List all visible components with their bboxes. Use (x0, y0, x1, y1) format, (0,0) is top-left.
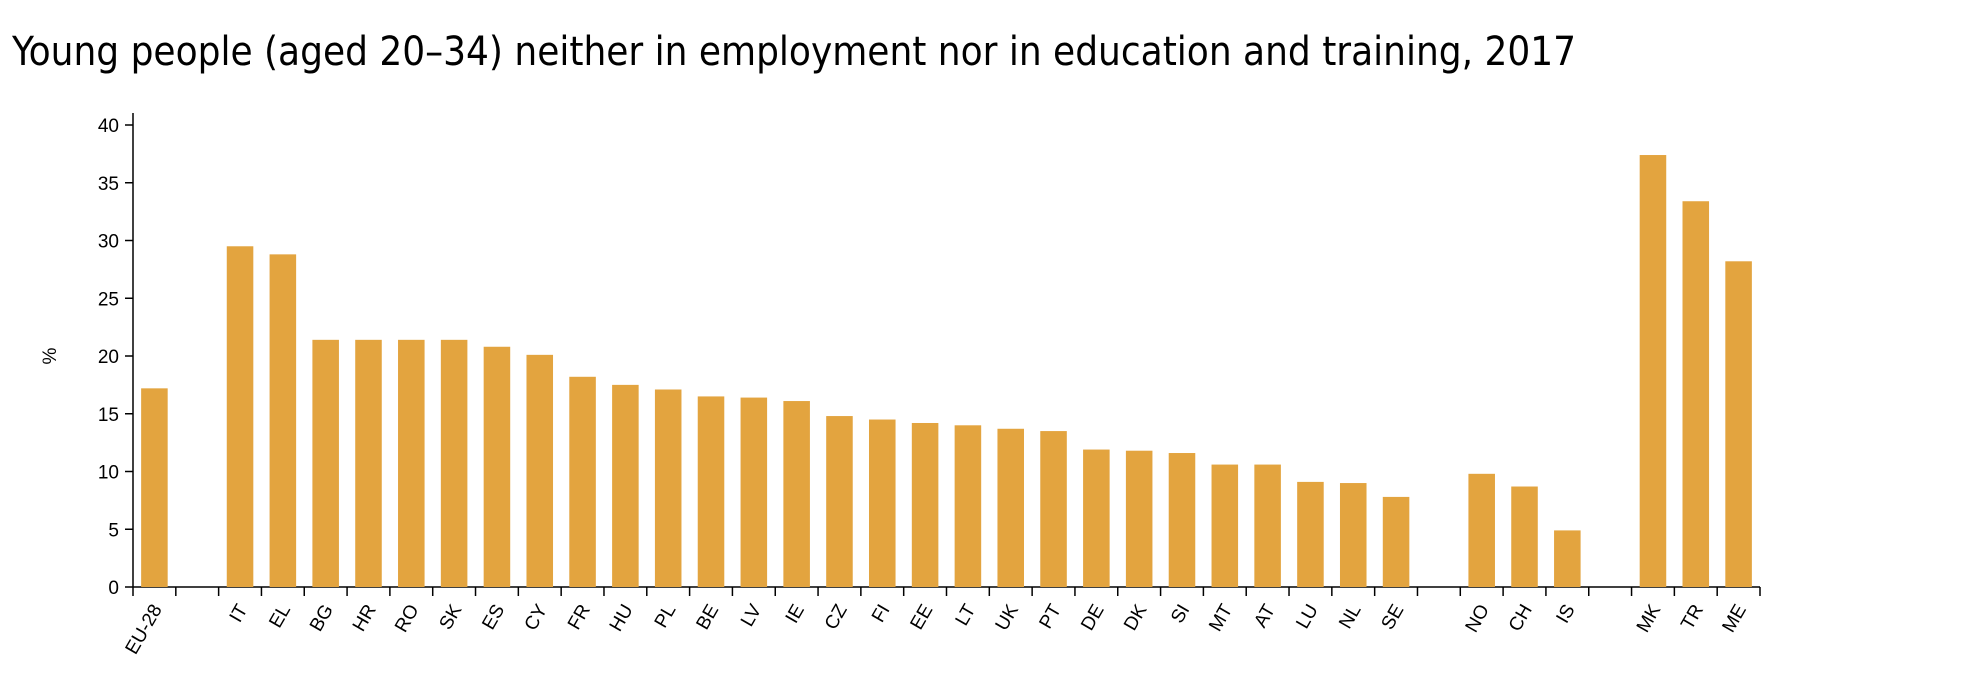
x-tick-label: PL (651, 601, 681, 632)
x-tick-label: HR (349, 601, 381, 635)
x-tick-label: IT (226, 601, 253, 626)
bar (740, 397, 768, 587)
x-tick-label: SE (1378, 601, 1409, 633)
bar (911, 422, 939, 587)
x-tick-label: UK (992, 601, 1024, 635)
x-tick-label: FR (564, 601, 595, 633)
x-tick-label: EU-28 (122, 601, 167, 658)
bar (869, 419, 896, 587)
x-tick-label: CZ (821, 601, 852, 634)
bar (1554, 530, 1581, 587)
bar (483, 346, 511, 587)
bar (440, 339, 468, 587)
bar (1639, 155, 1667, 587)
y-axis-label: % (40, 347, 61, 364)
x-tick-label: TR (1677, 601, 1708, 633)
x-tick-label: MT (1205, 601, 1237, 636)
y-tick-label: 20 (98, 347, 119, 368)
bar (569, 376, 596, 587)
bar (1511, 486, 1538, 587)
bar (997, 428, 1024, 587)
x-tick-label: IS (1552, 601, 1579, 627)
bar (398, 339, 425, 587)
x-tick-label: FI (868, 601, 895, 626)
y-tick-label: 15 (98, 405, 119, 426)
x-tick-label: EL (265, 601, 295, 632)
bar (1382, 496, 1410, 587)
bar (1125, 450, 1153, 587)
chart-title: Young people (aged 20–34) neither in emp… (11, 29, 1576, 75)
bar (1040, 431, 1067, 587)
x-tick-label: NO (1462, 601, 1494, 636)
y-tick-label: 25 (98, 289, 119, 310)
bar (1254, 464, 1281, 587)
bar (269, 254, 297, 588)
bar (1682, 201, 1710, 588)
x-tick-label: SK (436, 601, 467, 634)
bar (1725, 261, 1752, 587)
bar (697, 396, 725, 587)
bar (826, 416, 853, 587)
y-tick-label: 30 (98, 232, 119, 253)
x-tick-label: DK (1120, 601, 1152, 635)
x-tick-label: AT (1250, 601, 1280, 632)
bar (1168, 453, 1196, 587)
bar (783, 401, 810, 587)
bar (1297, 481, 1324, 587)
bar (654, 389, 682, 587)
x-tick-label: NL (1335, 601, 1365, 633)
x-tick-label: PT (1036, 601, 1067, 633)
y-tick-label: 35 (98, 174, 119, 195)
x-tick-label: MK (1633, 601, 1666, 636)
x-tick-label: IE (782, 601, 809, 627)
bar (312, 339, 339, 587)
y-tick-label: 10 (98, 463, 119, 484)
bar (526, 354, 554, 587)
x-tick-label: HU (606, 601, 638, 635)
bar (141, 388, 168, 587)
x-tick-label: BG (306, 601, 338, 635)
x-tick-label: ME (1718, 601, 1750, 636)
bar (612, 384, 639, 587)
bar (954, 425, 982, 587)
bar (355, 339, 382, 587)
x-tick-label: BE (692, 601, 723, 633)
x-tick-label: EE (907, 601, 938, 633)
y-tick-label: 0 (108, 578, 119, 599)
bar (1211, 464, 1239, 587)
x-tick-label: CY (521, 601, 553, 635)
bar (1468, 473, 1495, 587)
x-tick-label: LT (952, 601, 981, 630)
bar (1339, 483, 1367, 587)
x-tick-label: ES (478, 601, 509, 633)
x-tick-label: DE (1077, 601, 1108, 634)
y-tick-label: 40 (98, 116, 119, 137)
y-tick-label: 5 (108, 520, 119, 541)
x-tick-label: LU (1292, 601, 1322, 633)
x-tick-label: RO (391, 601, 423, 636)
x-tick-label: CH (1505, 601, 1537, 635)
x-tick-label: LV (737, 601, 766, 631)
x-tick-label: SI (1167, 601, 1194, 627)
bar (1083, 449, 1110, 587)
bar (226, 246, 254, 587)
